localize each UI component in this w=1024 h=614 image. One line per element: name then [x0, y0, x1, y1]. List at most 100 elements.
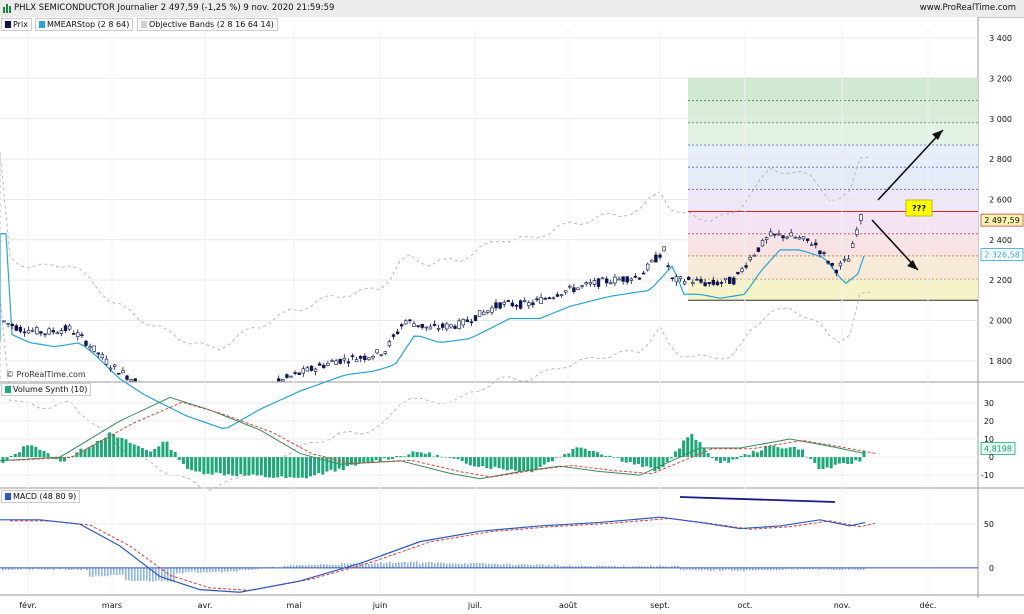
- volume-bar: [235, 457, 239, 477]
- volume-bar: [300, 457, 304, 478]
- macd-histogram-bar: [773, 567, 775, 570]
- macd-histogram-bar: [392, 563, 394, 568]
- macd-histogram-bar: [17, 567, 19, 570]
- macd-histogram-bar: [299, 564, 301, 568]
- candle-body: [715, 281, 720, 286]
- macd-histogram-bar: [68, 567, 70, 570]
- volume-bar: [391, 457, 394, 460]
- volume-bar: [415, 451, 419, 458]
- candle-body: [391, 334, 396, 337]
- volume-bar: [723, 457, 727, 461]
- volume-bar: [653, 457, 657, 472]
- candle-body: [695, 279, 699, 281]
- candle-body: [707, 282, 711, 285]
- macd-histogram-bar: [749, 567, 751, 571]
- volume-bar: [58, 457, 62, 462]
- objective-band-upper: [0, 151, 871, 351]
- macd-histogram-bar: [455, 563, 457, 568]
- candle-body: [645, 263, 650, 271]
- candle-body: [801, 236, 806, 240]
- volume-bar: [108, 432, 112, 458]
- macd-histogram-bar: [326, 564, 328, 568]
- candle-body: [432, 323, 437, 326]
- macd-histogram-bar: [620, 566, 622, 568]
- macd-histogram-bar: [236, 567, 238, 572]
- candle-body: [781, 235, 785, 239]
- macd-histogram-bar: [74, 567, 76, 570]
- candle-body: [650, 259, 654, 263]
- volume-bar: [850, 457, 854, 464]
- volume-bar: [206, 457, 210, 474]
- volume-bar: [358, 457, 362, 464]
- volume-bar: [132, 444, 136, 458]
- macd-histogram-bar: [674, 565, 676, 568]
- candle-body: [67, 325, 72, 330]
- legend-macd[interactable]: MACD (48 80 9): [1, 490, 81, 503]
- volume-bar: [5, 457, 9, 461]
- volume-tick-label: 10: [984, 435, 994, 444]
- macd-histogram-bar: [788, 567, 790, 569]
- candle-body: [592, 280, 597, 285]
- volume-bar: [345, 457, 349, 466]
- candle-body: [641, 272, 646, 275]
- macd-histogram-bar: [761, 567, 763, 571]
- volume-bar: [427, 452, 431, 458]
- candle-body: [395, 331, 400, 334]
- macd-histogram-bar: [80, 567, 82, 571]
- macd-histogram-bar: [380, 562, 382, 568]
- mmear-swatch: [39, 21, 45, 28]
- macd-histogram-bar: [503, 564, 505, 568]
- volume-bar: [54, 457, 58, 460]
- candle-body: [10, 324, 14, 327]
- candle-body: [317, 363, 322, 366]
- volume-bar: [79, 448, 83, 458]
- volume-bar: [231, 457, 235, 476]
- time-label: oct.: [738, 601, 753, 610]
- volume-bar: [313, 457, 317, 476]
- candle-body: [674, 276, 679, 283]
- legend-mmear[interactable]: MMEARStop (2 8 64): [35, 18, 134, 31]
- candle-body: [576, 287, 580, 291]
- macd-histogram-bar: [770, 567, 772, 571]
- macd-histogram-bar: [179, 567, 181, 573]
- candle-body: [59, 330, 64, 334]
- macd-histogram-bar: [320, 564, 322, 568]
- macd-histogram-bar: [557, 565, 559, 568]
- macd-histogram-bar: [50, 567, 52, 569]
- volume-bar: [304, 457, 308, 479]
- macd-histogram-bar: [422, 562, 424, 568]
- volume-bar: [9, 455, 13, 458]
- macd-histogram-bar: [395, 563, 397, 568]
- volume-bar: [702, 447, 706, 458]
- volume-bar: [136, 445, 140, 458]
- volume-bar: [509, 457, 513, 470]
- macd-histogram-bar: [65, 567, 67, 570]
- macd-histogram-bar: [821, 567, 823, 570]
- macd-histogram-bar: [746, 567, 748, 571]
- volume-bar: [222, 457, 226, 476]
- macd-histogram-bar: [398, 562, 400, 568]
- candle-body: [859, 214, 863, 221]
- volume-bar: [362, 457, 366, 463]
- candle-body: [342, 357, 346, 361]
- candle-body: [535, 298, 539, 301]
- macd-histogram-bar: [497, 564, 499, 568]
- legend-volume[interactable]: Volume Synth (10): [1, 383, 92, 396]
- macd-histogram-bar: [434, 563, 436, 568]
- volume-bar: [612, 457, 616, 458]
- legend-bands[interactable]: Objective Bands (2 8 16 64 14): [137, 18, 278, 31]
- macd-histogram-bar: [824, 567, 826, 569]
- arrow-up-head: [932, 130, 943, 140]
- macd-histogram-bar: [359, 563, 361, 568]
- time-label: déc.: [920, 600, 937, 610]
- candle-body: [830, 263, 834, 266]
- volume-bar: [743, 454, 747, 458]
- candle-body: [330, 360, 334, 362]
- candle-body: [326, 362, 330, 366]
- site-url[interactable]: www.ProRealTime.com: [919, 3, 1016, 13]
- macd-histogram-bar: [515, 565, 517, 568]
- legend-prix[interactable]: Prix: [1, 18, 32, 31]
- candle-body: [334, 360, 338, 366]
- macd-histogram-bar: [500, 564, 502, 568]
- candle-body: [47, 328, 51, 335]
